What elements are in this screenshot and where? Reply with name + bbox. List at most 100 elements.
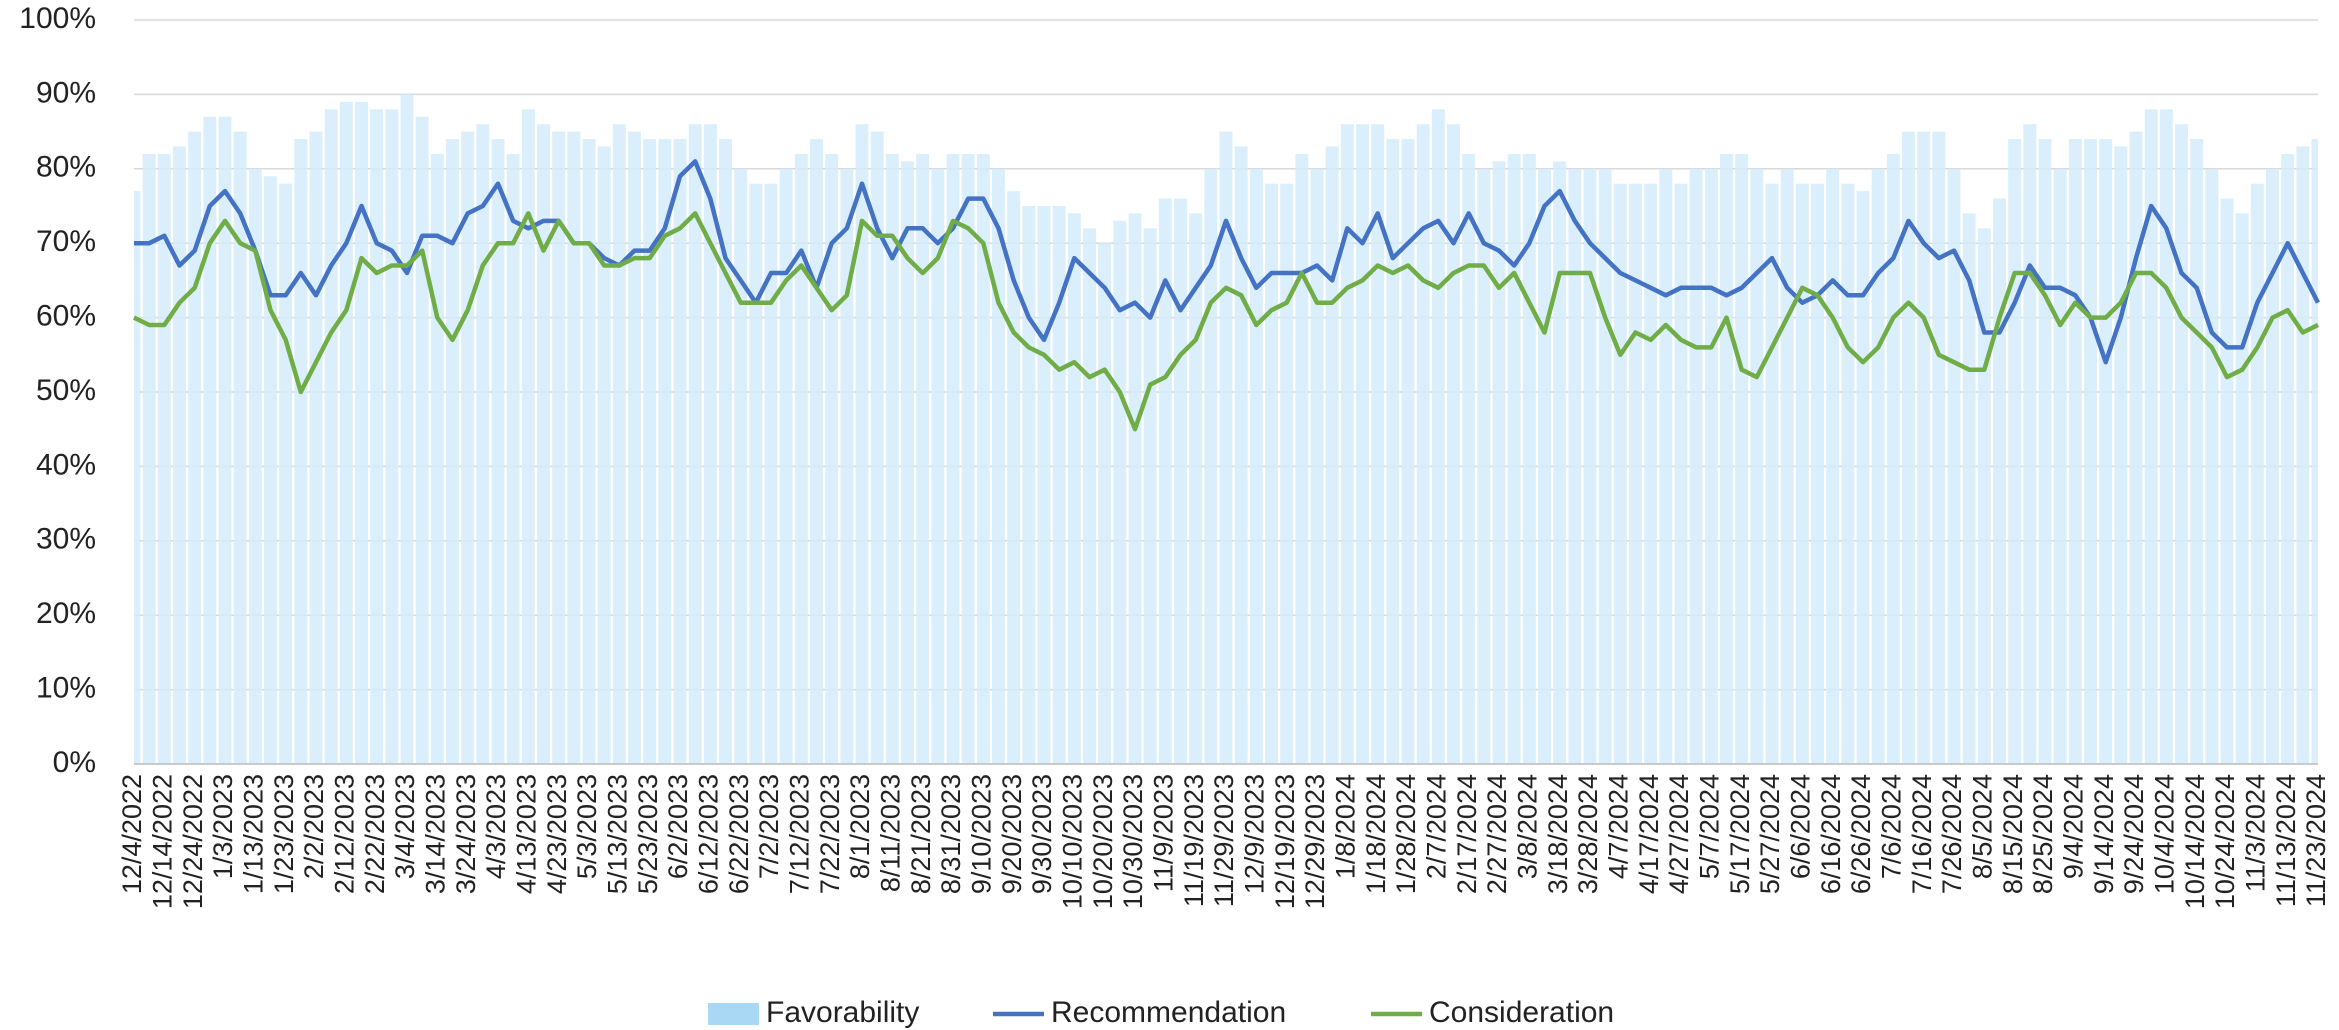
bar <box>1386 139 1400 765</box>
bar <box>597 146 611 765</box>
y-tick-label: 100% <box>19 2 96 35</box>
y-tick-label: 0% <box>53 746 96 779</box>
bar <box>203 116 217 765</box>
x-tick-label: 5/23/2023 <box>633 774 663 894</box>
x-tick-label: 3/4/2023 <box>390 774 420 879</box>
line <box>134 159 2321 365</box>
y-tick-label: 90% <box>36 76 96 109</box>
x-tick-label: 4/27/2024 <box>1664 774 1694 894</box>
x-tick-label: 2/27/2024 <box>1482 774 1512 894</box>
bar <box>1856 191 1870 764</box>
bar <box>1735 153 1749 765</box>
bar <box>1325 146 1339 765</box>
bar <box>2129 131 2143 765</box>
legend-swatch <box>708 1003 759 1025</box>
bar <box>794 153 808 765</box>
y-tick-label: 20% <box>36 597 96 630</box>
bar <box>355 101 368 765</box>
bar <box>779 168 793 765</box>
bar <box>2190 139 2204 765</box>
bar <box>309 131 323 765</box>
bar <box>810 139 823 765</box>
bar <box>264 176 277 765</box>
bar <box>1644 183 1658 764</box>
legend-label: Recommendation <box>1051 996 1286 1029</box>
bars <box>134 94 2318 765</box>
bar <box>1902 131 1915 765</box>
bar <box>2250 183 2264 764</box>
x-tick-label: 8/31/2023 <box>936 774 966 894</box>
bar <box>1265 183 1278 764</box>
x-tick-label: 4/17/2024 <box>1634 774 1664 894</box>
x-tick-label: 4/7/2024 <box>1603 774 1633 879</box>
bar <box>279 183 293 764</box>
bar <box>643 139 657 765</box>
x-tick-label: 3/18/2024 <box>1543 774 1573 894</box>
bar <box>1674 183 1688 764</box>
bar <box>1886 153 1900 765</box>
bar <box>1993 198 2006 764</box>
bar <box>931 168 945 765</box>
bar <box>734 168 748 765</box>
bar <box>2159 109 2173 764</box>
x-tick-label: 11/13/2024 <box>2271 774 2301 907</box>
bar <box>491 139 505 765</box>
x-tick-label: 12/4/2022 <box>117 774 147 894</box>
bar <box>1568 168 1582 765</box>
bar <box>1401 139 1415 765</box>
bar <box>157 153 171 765</box>
bar <box>142 153 156 765</box>
x-tick-label: 11/29/2023 <box>1209 774 1239 907</box>
bar <box>521 109 535 764</box>
x-tick-label: 8/11/2023 <box>875 774 905 892</box>
bar <box>1416 124 1430 764</box>
bar <box>1795 183 1809 764</box>
bar <box>339 101 353 765</box>
bar <box>294 139 308 765</box>
y-tick-label: 80% <box>36 151 96 184</box>
bar <box>385 109 399 764</box>
x-tick-label: 10/14/2024 <box>2180 774 2210 909</box>
x-tick-label: 1/8/2024 <box>1330 774 1360 879</box>
x-tick-label: 7/22/2023 <box>815 774 845 894</box>
bar <box>2235 213 2249 764</box>
bar <box>218 116 232 765</box>
bar <box>1204 168 1218 765</box>
bar <box>1780 168 1794 765</box>
line <box>133 211 2319 432</box>
bar <box>628 131 641 765</box>
bar <box>961 153 975 765</box>
x-tick-label: 5/3/2023 <box>572 774 602 879</box>
x-tick-label: 10/30/2023 <box>1118 774 1148 909</box>
bar <box>719 139 732 765</box>
x-tick-label: 8/5/2024 <box>1967 774 1997 879</box>
x-tick-label: 1/13/2023 <box>238 774 268 894</box>
bar <box>1704 168 1718 765</box>
bar <box>916 153 930 765</box>
x-tick-label: 4/13/2023 <box>511 774 541 894</box>
x-tick-label: 4/23/2023 <box>542 774 572 894</box>
bar <box>324 109 338 764</box>
bar <box>1098 243 1112 764</box>
bar <box>2038 139 2052 765</box>
bar <box>1189 213 1203 764</box>
bar <box>2311 139 2318 765</box>
y-tick-label: 10% <box>36 672 96 705</box>
x-tick-label: 6/2/2023 <box>663 774 693 879</box>
bar <box>1431 109 1445 764</box>
legend-label: Favorability <box>766 996 919 1029</box>
bar <box>1174 198 1187 764</box>
bar <box>1629 183 1642 764</box>
x-tick-label: 3/14/2023 <box>420 774 450 894</box>
bar <box>2266 168 2279 765</box>
x-tick-label: 2/12/2023 <box>329 774 359 894</box>
bar <box>1067 213 1081 764</box>
x-tick-label: 9/10/2023 <box>966 774 996 894</box>
bar <box>233 131 247 765</box>
bar <box>992 168 1005 765</box>
x-tick-label: 5/7/2024 <box>1694 774 1724 879</box>
x-tick-label: 7/16/2024 <box>1907 774 1937 894</box>
x-tick-label: 8/15/2024 <box>1998 774 2028 894</box>
bar <box>1583 168 1597 765</box>
bar <box>946 153 960 765</box>
